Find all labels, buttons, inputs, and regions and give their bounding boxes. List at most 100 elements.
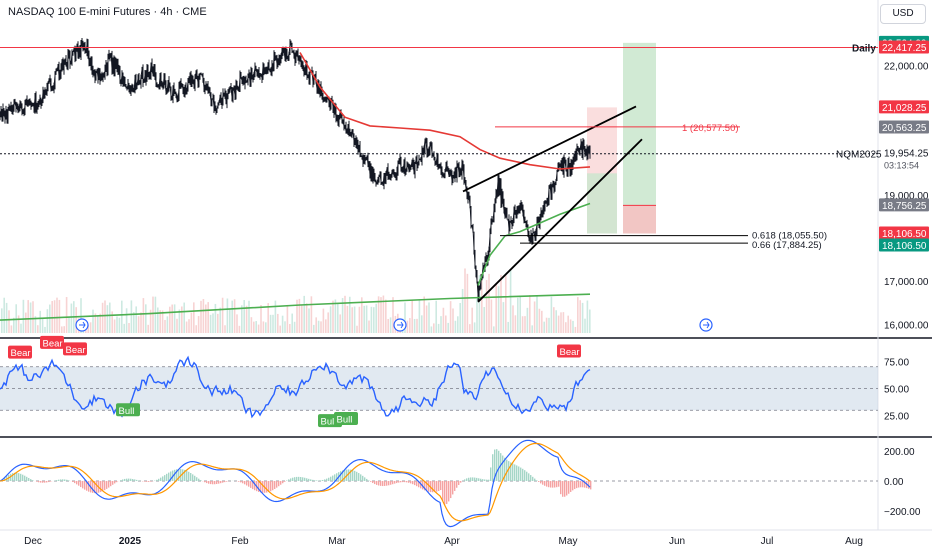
volume-bar <box>142 298 145 333</box>
target-zone <box>623 42 656 234</box>
macd-histogram-bar <box>194 475 196 481</box>
macd-histogram-bar <box>36 481 38 482</box>
time-tick-label: Dec <box>24 536 42 547</box>
volume-bar <box>373 307 375 333</box>
volume-bar <box>497 286 500 333</box>
macd-histogram-bar <box>558 481 560 487</box>
volume-bar <box>243 300 245 333</box>
volume-bar <box>279 325 281 333</box>
macd-histogram-bar <box>428 481 430 492</box>
macd-histogram-bar <box>436 481 438 492</box>
macd-histogram-bar <box>398 481 400 483</box>
macd-histogram-bar <box>134 479 136 481</box>
macd-histogram-bar <box>556 481 558 488</box>
volume-bar <box>421 315 423 333</box>
volume-bar <box>519 296 521 333</box>
macd-histogram-bar <box>272 481 274 491</box>
price-line <box>0 41 591 298</box>
volume-bar <box>149 309 152 333</box>
macd-histogram-bar <box>176 469 178 481</box>
macd-histogram-bar <box>480 478 482 481</box>
macd-histogram-bar <box>566 481 568 496</box>
macd-histogram-bar <box>344 469 346 481</box>
macd-histogram-bar <box>248 481 250 487</box>
price-axis[interactable]: 16,000.0017,000.0019,000.0022,000.0022,5… <box>879 35 929 332</box>
macd-histogram-bar <box>188 471 190 481</box>
volume-bar <box>277 313 279 333</box>
volume-bar <box>291 313 293 333</box>
signal-bg <box>40 335 64 349</box>
drawing-tools[interactable]: Daily NQM2025 1 (20,577.50) 0.618 (18,055.5… <box>0 43 882 332</box>
macd-histogram-bar <box>330 476 332 481</box>
macd-histogram-bar <box>320 480 322 481</box>
volume-bar <box>80 298 82 333</box>
macd-histogram-bar <box>324 479 326 481</box>
volume-bar <box>473 322 476 333</box>
volume-bar <box>185 321 188 333</box>
macd-histogram-bar <box>426 481 428 492</box>
macd-histogram-bar <box>546 481 548 487</box>
volume-bar <box>181 306 183 333</box>
bear-signal-label: Bear <box>8 345 32 359</box>
moving-average-green-long <box>0 293 591 321</box>
macd-histogram-bar <box>298 476 300 481</box>
macd-histogram-bar <box>64 479 66 481</box>
volume-bar <box>173 304 176 333</box>
volume-bar <box>322 308 325 333</box>
macd-histogram-bar <box>290 478 292 481</box>
volume-bar <box>178 309 181 333</box>
macd-histogram-bar <box>130 478 132 481</box>
volume-bar <box>89 322 92 333</box>
macd-histogram-bar <box>192 474 194 481</box>
macd-histogram-bar <box>466 478 468 481</box>
volume-bar <box>406 320 409 333</box>
volume-bar <box>197 316 200 333</box>
macd-histogram-bar <box>294 477 296 481</box>
fib-label: 0.66 (17,884.25) <box>752 240 822 251</box>
volume-bar <box>584 318 586 333</box>
volume-bar <box>483 306 485 333</box>
volume-bar <box>58 299 61 333</box>
macd-histogram-bar <box>26 476 28 481</box>
volume-bar <box>212 313 214 333</box>
macd-histogram-bar <box>504 457 506 481</box>
volume-bar <box>44 326 46 333</box>
volume-bar <box>111 311 113 333</box>
macd-histogram-bar <box>472 477 474 481</box>
volume-bar <box>265 322 267 333</box>
macd-histogram-bar <box>100 481 102 493</box>
macd-histogram-bar <box>444 481 446 505</box>
macd-histogram-bar <box>368 480 370 481</box>
volume-bar <box>447 322 449 333</box>
time-axis[interactable]: Dec 2025 Feb Mar Apr May Jun Jul Aug <box>24 536 863 547</box>
macd-histogram-bar <box>440 481 442 491</box>
volume-bar <box>416 318 418 333</box>
volume-bar <box>409 318 411 333</box>
macd-histogram-bar <box>200 480 202 481</box>
currency-button[interactable]: USD <box>880 4 926 24</box>
volume-bar <box>289 323 291 333</box>
signal-text: Bear <box>43 338 63 349</box>
volume-bar <box>140 312 142 333</box>
volume-bar <box>375 303 377 333</box>
price-badge: 22,417.25 <box>879 40 929 54</box>
volume-bar <box>188 319 190 333</box>
volume-bar <box>13 317 15 333</box>
macd-histogram-bar <box>190 473 192 481</box>
macd-histogram-bar <box>420 481 422 489</box>
macd-histogram-bar <box>512 463 514 481</box>
macd-histogram-bar <box>432 481 434 493</box>
time-tick-label: 2025 <box>119 536 142 547</box>
macd-histogram-bar <box>332 475 334 481</box>
volume-bar <box>495 284 497 333</box>
macd-histogram-bar <box>408 481 410 483</box>
macd-histogram-bar <box>476 477 478 481</box>
volume-bar <box>488 273 490 333</box>
volume-bar <box>145 304 147 333</box>
volume-bar <box>464 268 466 333</box>
event-marker-arrow <box>703 321 710 329</box>
macd-histogram-bar <box>262 481 264 493</box>
volume-bar <box>70 303 73 333</box>
macd-histogram-bar <box>372 481 374 484</box>
